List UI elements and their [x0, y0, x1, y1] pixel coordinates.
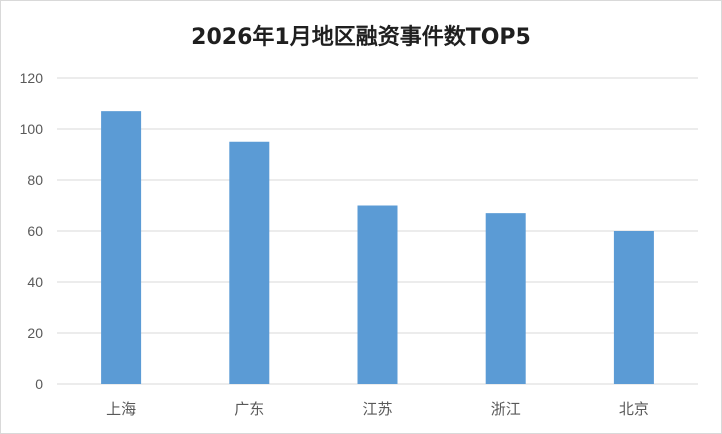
- x-category-label-3: 江苏: [362, 400, 392, 418]
- bar-3: [357, 205, 398, 384]
- bar-4: [485, 213, 526, 384]
- y-tick-label-60: 60: [27, 223, 43, 239]
- x-category-label-1: 上海: [106, 400, 136, 418]
- y-tick-label-20: 20: [27, 325, 43, 341]
- chart-title: 2026年1月地区融资事件数TOP5: [191, 25, 531, 50]
- bar-1: [101, 111, 142, 385]
- y-tick-label-40: 40: [27, 274, 43, 290]
- bar-2: [229, 141, 270, 384]
- x-category-label-4: 浙江: [491, 400, 521, 418]
- y-tick-label-120: 120: [20, 70, 44, 86]
- y-tick-label-80: 80: [27, 172, 43, 188]
- x-category-label-2: 广东: [234, 400, 264, 418]
- bar-5: [613, 231, 654, 384]
- x-category-label-5: 北京: [619, 400, 649, 418]
- y-tick-label-100: 100: [20, 121, 44, 137]
- y-tick-label-0: 0: [35, 376, 43, 392]
